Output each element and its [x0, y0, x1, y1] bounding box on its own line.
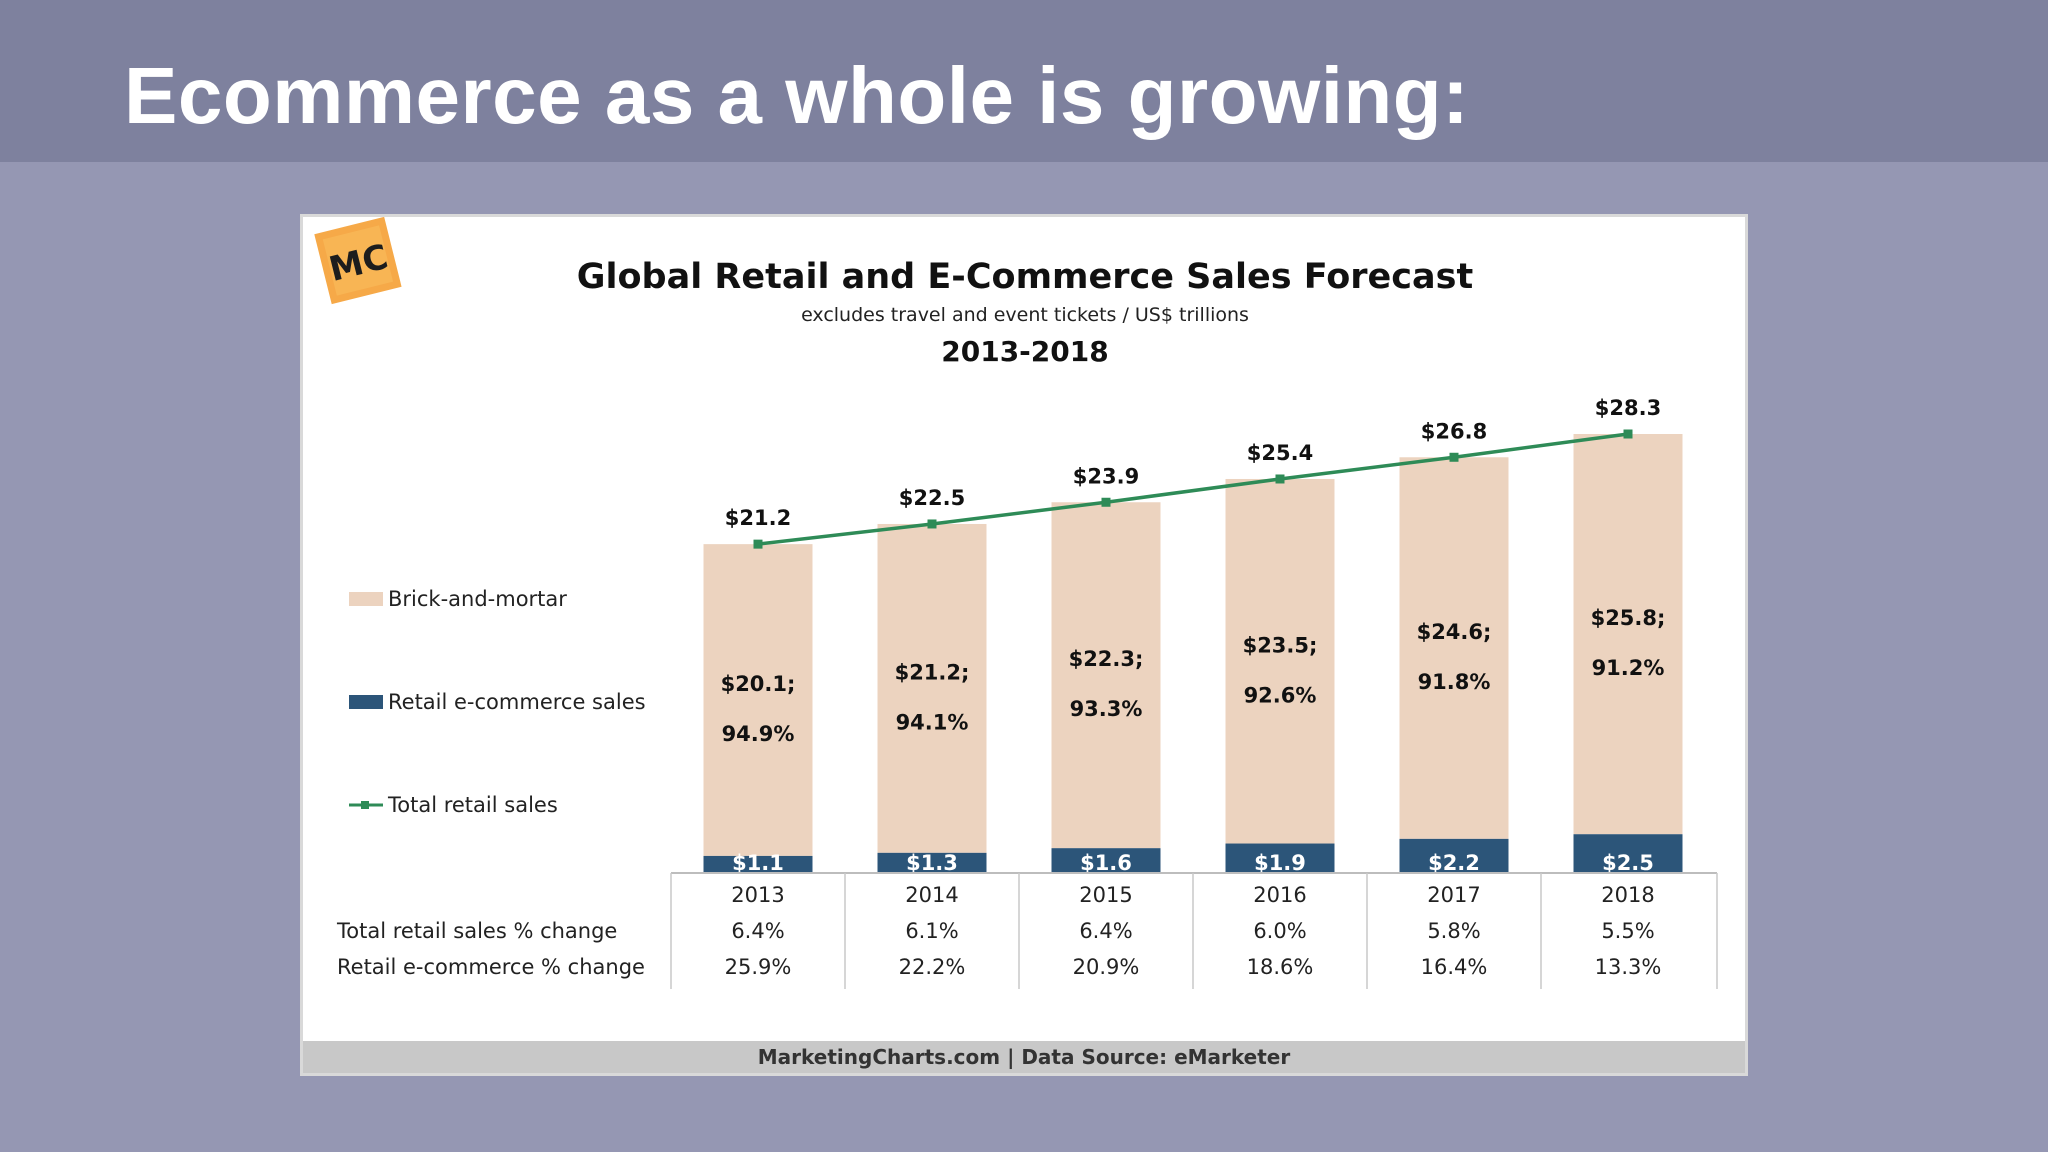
table-cell-row1-2013: 25.9% — [725, 955, 792, 979]
legend: Brick-and-mortar Retail e-commerce sales… — [349, 587, 646, 817]
label-brick-and-mortar-2014: $21.2; — [895, 660, 970, 684]
label-total-retail-2017: $26.8 — [1421, 419, 1487, 443]
label-total-retail-2015: $23.9 — [1073, 464, 1139, 488]
bar-brick-and-mortar-2014 — [877, 523, 987, 853]
slide-header — [0, 0, 2048, 162]
x-tick-label-2018: 2018 — [1601, 883, 1654, 907]
marketingcharts-logo: MC — [314, 217, 402, 305]
table-grid — [670, 872, 1718, 989]
label-brick-share-2014: 94.1% — [896, 710, 969, 734]
slide-title: Ecommerce as a whole is growing: — [124, 51, 1470, 140]
bar-brick-and-mortar-2018 — [1573, 434, 1683, 835]
label-total-retail-2014: $22.5 — [899, 486, 965, 510]
label-brick-share-2015: 93.3% — [1070, 697, 1143, 721]
table-cell-row1-2017: 16.4% — [1421, 955, 1488, 979]
bar-brick-and-mortar-2013 — [703, 544, 813, 856]
bar-retail-ecommerce-2016 — [1225, 843, 1335, 873]
table-row-label-ecommerce-change: Retail e-commerce % change — [337, 955, 645, 979]
label-retail-ecommerce-2017: $2.2 — [1428, 851, 1480, 875]
label-brick-and-mortar-2016: $23.5; — [1243, 633, 1318, 657]
label-total-retail-2016: $25.4 — [1247, 441, 1313, 465]
chart-card: MC Global Retail and E-Commerce Sales Fo… — [300, 214, 1748, 1076]
label-retail-ecommerce-2018: $2.5 — [1602, 851, 1654, 875]
x-tick-label-2017: 2017 — [1427, 883, 1480, 907]
label-total-retail-2018: $28.3 — [1595, 396, 1661, 420]
table-cell-row0-2017: 5.8% — [1427, 919, 1480, 943]
labels-layer: $1.1 $20.1; 94.9% $21.2 2013 6.4% 25.9% $1.3 $21… — [721, 396, 1666, 979]
label-brick-and-mortar-2015: $22.3; — [1069, 647, 1144, 671]
label-retail-ecommerce-2013: $1.1 — [732, 851, 784, 875]
marker-total-retail-2014 — [927, 519, 937, 529]
chart-svg: MC Global Retail and E-Commerce Sales Fo… — [303, 217, 1745, 1073]
bar-retail-ecommerce-2014 — [877, 852, 987, 873]
legend-label-brick-and-mortar: Brick-and-mortar — [388, 587, 567, 611]
label-brick-share-2013: 94.9% — [722, 722, 795, 746]
legend-swatch-retail-ecommerce — [349, 695, 383, 709]
label-brick-share-2017: 91.8% — [1418, 670, 1491, 694]
marker-total-retail-2016 — [1275, 474, 1285, 484]
footer-bar — [303, 1041, 1745, 1073]
logo-badge-inner — [322, 225, 394, 296]
bar-brick-and-mortar-2017 — [1399, 457, 1509, 839]
label-brick-and-mortar-2013: $20.1; — [721, 672, 796, 696]
bar-retail-ecommerce-2017 — [1399, 838, 1509, 873]
chart-title: Global Retail and E-Commerce Sales Forec… — [577, 257, 1473, 297]
bar-retail-ecommerce-2018 — [1573, 834, 1683, 873]
label-retail-ecommerce-2016: $1.9 — [1254, 851, 1306, 875]
legend-label-retail-ecommerce: Retail e-commerce sales — [388, 690, 646, 714]
x-tick-label-2015: 2015 — [1079, 883, 1132, 907]
table-cell-row1-2014: 22.2% — [899, 955, 966, 979]
table-cell-row0-2014: 6.1% — [905, 919, 958, 943]
label-brick-share-2016: 92.6% — [1244, 683, 1317, 707]
x-tick-label-2016: 2016 — [1253, 883, 1306, 907]
bar-brick-and-mortar-2015 — [1051, 502, 1161, 849]
table-row-label-total-change: Total retail sales % change — [336, 919, 617, 943]
chart-period: 2013-2018 — [941, 335, 1108, 368]
legend-label-total-retail: Total retail sales — [387, 793, 558, 817]
x-tick-label-2014: 2014 — [905, 883, 958, 907]
label-brick-and-mortar-2018: $25.8; — [1591, 606, 1666, 630]
footer-source: MarketingCharts.com | Data Source: eMark… — [758, 1045, 1291, 1069]
bar-brick-and-mortar-2016 — [1225, 478, 1335, 844]
table-cell-row1-2018: 13.3% — [1595, 955, 1662, 979]
bars-layer — [703, 434, 1683, 873]
marker-total-retail-2018 — [1623, 429, 1633, 439]
table-cell-row1-2016: 18.6% — [1247, 955, 1314, 979]
table-cell-row0-2018: 5.5% — [1601, 919, 1654, 943]
line-layer — [753, 429, 1633, 549]
line-total-retail-sales — [757, 432, 1629, 546]
marker-total-retail-2017 — [1449, 452, 1459, 462]
table-cell-row0-2016: 6.0% — [1253, 919, 1306, 943]
table-cell-row0-2013: 6.4% — [731, 919, 784, 943]
marker-total-retail-2013 — [753, 539, 763, 549]
table-cell-row1-2015: 20.9% — [1073, 955, 1140, 979]
label-brick-and-mortar-2017: $24.6; — [1417, 620, 1492, 644]
label-retail-ecommerce-2014: $1.3 — [906, 851, 958, 875]
legend-swatch-brick-and-mortar — [349, 592, 383, 606]
legend-marker-total-retail — [361, 801, 369, 809]
label-total-retail-2013: $21.2 — [725, 506, 791, 530]
x-tick-label-2013: 2013 — [731, 883, 784, 907]
label-brick-share-2018: 91.2% — [1592, 656, 1665, 680]
marker-total-retail-2015 — [1101, 497, 1111, 507]
bar-retail-ecommerce-2015 — [1051, 848, 1161, 873]
chart-subtitle: excludes travel and event tickets / US$ … — [801, 304, 1249, 326]
label-retail-ecommerce-2015: $1.6 — [1080, 851, 1132, 875]
bar-retail-ecommerce-2013 — [703, 855, 813, 873]
table-cell-row0-2015: 6.4% — [1079, 919, 1132, 943]
